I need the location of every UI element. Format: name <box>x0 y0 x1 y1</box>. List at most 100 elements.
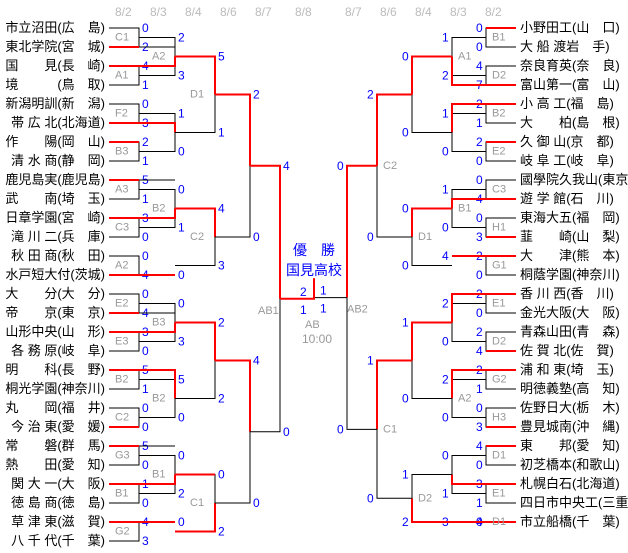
svg-text:0: 0 <box>367 491 374 505</box>
svg-text:C2: C2 <box>115 412 129 424</box>
svg-text:0: 0 <box>142 287 149 301</box>
svg-text:2: 2 <box>300 285 307 299</box>
svg-text:D1: D1 <box>418 231 432 243</box>
svg-text:佐 賀 北(佐 賀): 佐 賀 北(佐 賀) <box>520 343 614 358</box>
svg-text:0: 0 <box>142 458 149 472</box>
svg-text:2: 2 <box>476 325 483 339</box>
svg-text:B2: B2 <box>115 374 128 386</box>
svg-text:関 大 一(大 阪): 関 大 一(大 阪) <box>11 476 105 491</box>
svg-text:C1: C1 <box>190 497 204 509</box>
svg-text:徳 島 商(徳 島): 徳 島 商(徳 島) <box>11 495 105 510</box>
svg-text:四日市中央工(三重): 四日市中央工(三重) <box>520 495 628 510</box>
svg-text:新潟明訓(新 潟): 新潟明訓(新 潟) <box>5 96 105 111</box>
svg-text:金光大阪(大 阪): 金光大阪(大 阪) <box>520 305 620 320</box>
svg-text:C3: C3 <box>115 222 129 234</box>
svg-text:2: 2 <box>218 525 225 539</box>
svg-text:0: 0 <box>476 154 483 168</box>
svg-text:2: 2 <box>178 31 185 45</box>
svg-text:1: 1 <box>442 107 449 121</box>
svg-text:佐野日大(栃 木): 佐野日大(栃 木) <box>520 400 620 415</box>
svg-text:2: 2 <box>442 297 449 311</box>
svg-text:0: 0 <box>476 268 483 282</box>
svg-text:作 陽(岡 山): 作 陽(岡 山) <box>5 134 105 149</box>
svg-text:大 津(熊 本): 大 津(熊 本) <box>520 248 620 263</box>
svg-text:浦 和 東(埼 玉): 浦 和 東(埼 玉) <box>520 362 614 377</box>
svg-text:青森山田(青 森): 青森山田(青 森) <box>520 324 620 339</box>
svg-text:B1: B1 <box>152 469 165 481</box>
svg-text:AB: AB <box>305 319 320 331</box>
svg-text:1: 1 <box>142 192 149 206</box>
svg-text:D2: D2 <box>492 336 506 348</box>
svg-text:2: 2 <box>253 88 260 102</box>
svg-text:0: 0 <box>253 496 260 510</box>
svg-text:小野田工(山 口): 小野田工(山 口) <box>520 20 620 35</box>
svg-text:遊 学 館(石 川): 遊 学 館(石 川) <box>520 191 614 206</box>
svg-text:H1: H1 <box>492 222 506 234</box>
svg-text:A2: A2 <box>152 51 165 63</box>
svg-text:0: 0 <box>142 97 149 111</box>
svg-text:帝 京(東 京): 帝 京(東 京) <box>5 305 105 320</box>
svg-text:0: 0 <box>476 211 483 225</box>
svg-text:岐 阜 工(岐 阜): 岐 阜 工(岐 阜) <box>520 153 614 168</box>
svg-text:3: 3 <box>476 420 483 434</box>
svg-text:日章学園(宮 崎): 日章学園(宮 崎) <box>5 210 105 225</box>
svg-text:B2: B2 <box>152 393 165 405</box>
svg-text:4: 4 <box>476 59 483 73</box>
svg-text:D2: D2 <box>492 70 506 82</box>
svg-text:富山第一(富 山): 富山第一(富 山) <box>520 77 620 92</box>
svg-text:明 科(長 野): 明 科(長 野) <box>5 362 105 377</box>
svg-text:0: 0 <box>178 411 185 425</box>
svg-text:國學院久我山(東京): 國學院久我山(東京) <box>520 172 628 187</box>
svg-text:G1: G1 <box>492 260 507 272</box>
svg-text:E1: E1 <box>492 488 505 500</box>
svg-text:1: 1 <box>178 107 185 121</box>
svg-text:1: 1 <box>218 126 225 140</box>
svg-text:E1: E1 <box>492 298 505 310</box>
svg-text:A2: A2 <box>115 260 128 272</box>
svg-text:E3: E3 <box>115 336 128 348</box>
svg-text:武 南(埼 玉): 武 南(埼 玉) <box>5 191 105 206</box>
svg-text:5: 5 <box>218 50 225 64</box>
svg-text:明徳義塾(高 知): 明徳義塾(高 知) <box>520 381 620 396</box>
svg-text:D1: D1 <box>492 450 506 462</box>
svg-text:1: 1 <box>142 382 149 396</box>
svg-text:10:00: 10:00 <box>302 332 332 346</box>
svg-text:1: 1 <box>402 316 409 330</box>
svg-text:東北学院(宮 城): 東北学院(宮 城) <box>5 39 105 54</box>
svg-text:2: 2 <box>218 392 225 406</box>
svg-text:1: 1 <box>142 78 149 92</box>
svg-text:0: 0 <box>178 145 185 159</box>
svg-text:東 邦(愛 知): 東 邦(愛 知) <box>520 438 620 453</box>
svg-text:B1: B1 <box>492 32 505 44</box>
svg-text:1: 1 <box>142 154 149 168</box>
svg-text:帯 広 北(北海道): 帯 広 北(北海道) <box>11 115 105 130</box>
svg-text:0: 0 <box>402 392 409 406</box>
svg-text:A1: A1 <box>115 70 128 82</box>
svg-text:丸 岡(福 井): 丸 岡(福 井) <box>5 400 105 415</box>
svg-text:1: 1 <box>476 116 483 130</box>
svg-text:B3: B3 <box>152 317 165 329</box>
svg-text:8/6: 8/6 <box>380 5 397 19</box>
svg-text:AB2: AB2 <box>347 304 368 316</box>
svg-text:0: 0 <box>253 230 260 244</box>
svg-text:2: 2 <box>476 135 483 149</box>
svg-text:大 分(大 分): 大 分(大 分) <box>5 286 105 301</box>
svg-text:0: 0 <box>442 411 449 425</box>
svg-text:2: 2 <box>142 135 149 149</box>
svg-text:3: 3 <box>178 69 185 83</box>
svg-text:滝 川 二(兵 庫): 滝 川 二(兵 庫) <box>11 229 105 244</box>
svg-text:E2: E2 <box>115 298 128 310</box>
svg-text:八 千 代(千 葉): 八 千 代(千 葉) <box>11 533 105 548</box>
svg-text:F2: F2 <box>115 108 128 120</box>
svg-text:0: 0 <box>442 335 449 349</box>
svg-text:水戸短大付(茨城): 水戸短大付(茨城) <box>5 267 105 282</box>
svg-text:0: 0 <box>178 449 185 463</box>
svg-text:韮 崎(山 梨): 韮 崎(山 梨) <box>520 229 620 244</box>
svg-text:常 磐(群 馬): 常 磐(群 馬) <box>5 438 105 453</box>
svg-text:8/4: 8/4 <box>185 5 202 19</box>
svg-text:0: 0 <box>476 40 483 54</box>
svg-text:境 (鳥 取): 境 (鳥 取) <box>5 77 105 92</box>
svg-text:C2: C2 <box>383 160 397 172</box>
svg-text:G2: G2 <box>115 526 130 538</box>
svg-text:市立船橋(千 葉): 市立船橋(千 葉) <box>520 514 620 529</box>
